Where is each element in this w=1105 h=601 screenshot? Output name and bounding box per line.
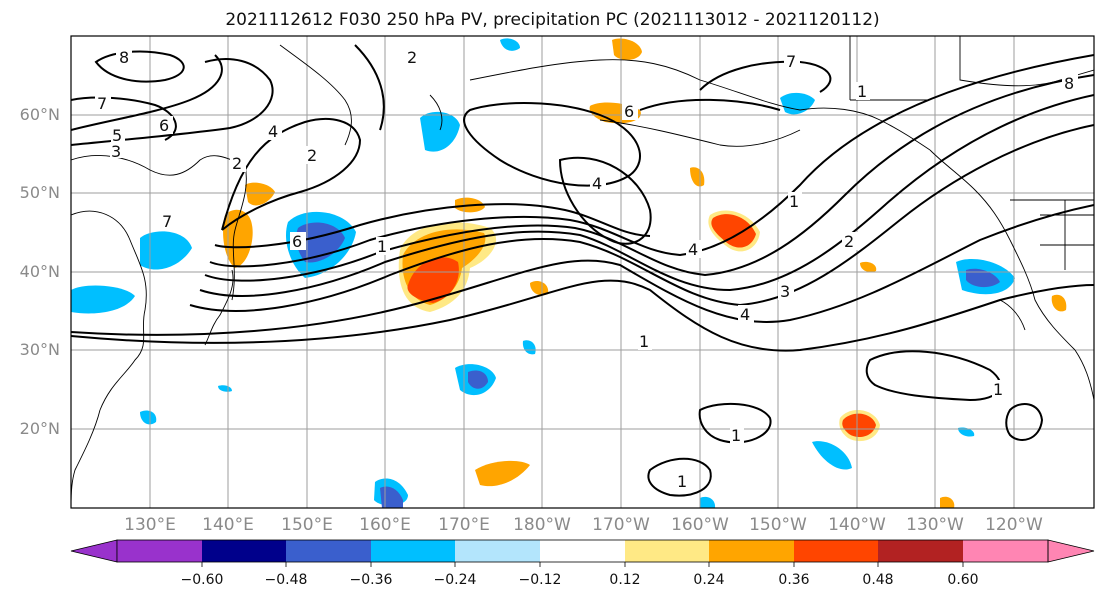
contour-label-2d: 2 (232, 154, 242, 173)
lon-label-130e: 130°E (124, 515, 176, 535)
contour-label-8a: 8 (119, 48, 129, 67)
contour-label-1e: 1 (993, 380, 1003, 399)
lat-label-30n: 30°N (19, 340, 60, 359)
lon-label-160w: 160°W (671, 515, 729, 535)
negative-anomaly-shading (71, 38, 1015, 508)
lon-label-120w: 120°W (985, 515, 1043, 535)
contour-label-7c: 7 (786, 52, 796, 71)
contour-label-6b: 6 (292, 232, 302, 251)
graticule (71, 36, 1094, 508)
colorbar-tick-label: 0.24 (693, 572, 725, 588)
positive-anomaly-shading (223, 38, 1067, 508)
contour-label-6a: 6 (159, 116, 169, 135)
contour-label-1b: 1 (639, 332, 649, 351)
contour-label-5a: 5 (112, 126, 122, 145)
lon-label-130w: 130°W (906, 515, 964, 535)
pv-contours (71, 44, 1094, 497)
colorbar-tick-label: 0.36 (778, 572, 810, 588)
contour-label-1f: 1 (731, 426, 741, 445)
contour-label-1g: 1 (677, 472, 687, 491)
lat-label-60n: 60°N (19, 105, 60, 124)
contour-label-1c: 1 (789, 192, 799, 211)
contour-label-2a: 2 (307, 146, 317, 165)
contour-label-4a: 4 (268, 122, 278, 141)
contour-label-1a: 1 (377, 237, 387, 256)
lon-label-150e: 150°E (281, 515, 333, 535)
colorbar-tick-label: 0.48 (862, 572, 894, 588)
contour-label-8b: 8 (1064, 74, 1074, 93)
lon-label-140w: 140°W (828, 515, 886, 535)
colorbar-tick-label: −0.36 (349, 572, 393, 588)
colorbar-tick-label: 0.60 (947, 572, 979, 588)
lon-label-170w: 170°W (592, 515, 650, 535)
contour-label-1d: 1 (857, 82, 867, 101)
contour-label-6c: 6 (624, 102, 634, 121)
contour-label-7b: 7 (162, 212, 172, 231)
lon-label-170e: 170°E (438, 515, 490, 535)
contour-label-7a: 7 (97, 94, 107, 113)
contour-label-3b: 3 (780, 282, 790, 301)
contour-label-3a: 3 (111, 142, 121, 161)
colorbar-tick-label: −0.12 (518, 572, 562, 588)
contour-labels: 8 7 6 5 4 3 2 1 2 6 4 7 6 1 4 1 2 3 4 (95, 48, 1078, 491)
map-title: 2021112612 F030 250 hPa PV, precipitatio… (225, 10, 880, 30)
colorbar-tick-label: −0.48 (264, 572, 308, 588)
map-frame (70, 35, 1095, 509)
colorbar (70, 539, 1095, 567)
contour-label-2b: 2 (407, 48, 417, 67)
colorbar-tick-label: 0.12 (609, 572, 641, 588)
lon-label-180w: 180°W (513, 515, 571, 535)
colorbar-lower-extend (70, 539, 118, 563)
lon-label-160e: 160°E (359, 515, 411, 535)
lat-label-20n: 20°N (19, 419, 60, 438)
colorbar-upper-extend (1047, 539, 1095, 563)
colorbar-tick-label: −0.60 (180, 572, 224, 588)
contour-label-2c: 2 (844, 232, 854, 251)
contour-label-4c: 4 (688, 240, 698, 259)
lon-label-140e: 140°E (202, 515, 254, 535)
lat-label-50n: 50°N (19, 183, 60, 202)
colorbar-tick-label: −0.24 (433, 572, 477, 588)
lon-label-150w: 150°W (749, 515, 807, 535)
contour-label-4b: 4 (592, 174, 602, 193)
contour-label-4d: 4 (740, 305, 750, 324)
lat-label-40n: 40°N (19, 262, 60, 281)
